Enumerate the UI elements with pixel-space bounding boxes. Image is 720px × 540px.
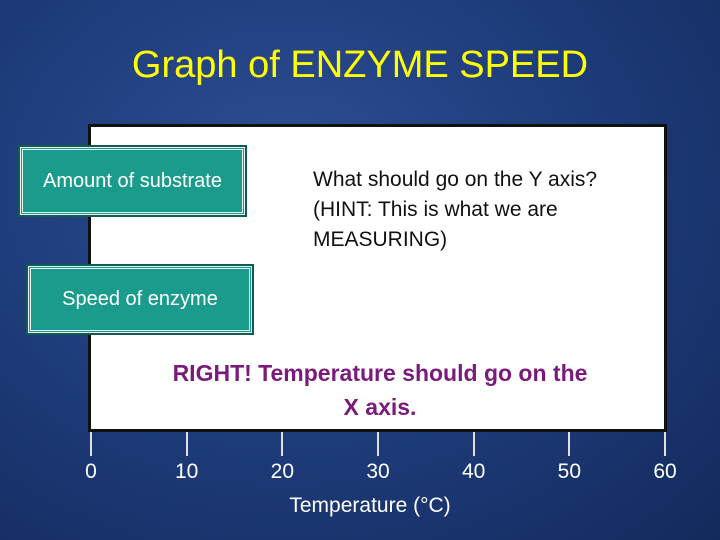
tick-label: 50 bbox=[557, 460, 581, 483]
axis-label: Temperature (°C) bbox=[289, 494, 451, 517]
tick-label: 60 bbox=[653, 460, 677, 483]
tick-mark bbox=[472, 432, 475, 456]
tick-mark bbox=[664, 432, 666, 456]
feedback-text: RIGHT! Temperature should go on the bbox=[172, 360, 588, 386]
tick-label: 10 bbox=[174, 460, 199, 483]
question-text: What should go on the Y axis? bbox=[313, 168, 598, 191]
tick-mark bbox=[185, 432, 188, 456]
feedback-text: X axis. bbox=[343, 394, 417, 420]
question-text: MEASURING) bbox=[313, 228, 448, 251]
tick-mark bbox=[281, 432, 284, 456]
tick-label: 40 bbox=[461, 460, 486, 483]
tick-mark bbox=[568, 432, 571, 456]
tick-label: 20 bbox=[270, 460, 294, 483]
tick-mark bbox=[377, 432, 379, 456]
tick-label: 0 bbox=[85, 460, 97, 483]
question-text: (HINT: This is what we are bbox=[313, 198, 558, 221]
answer-button[interactable]: Amount of substrate bbox=[18, 145, 247, 217]
tick-label: 30 bbox=[366, 460, 390, 483]
slide-title: Graph of ENZYME SPEED bbox=[131, 44, 589, 86]
tick-mark bbox=[90, 432, 92, 456]
answer-button[interactable]: Speed of enzyme bbox=[26, 264, 254, 335]
